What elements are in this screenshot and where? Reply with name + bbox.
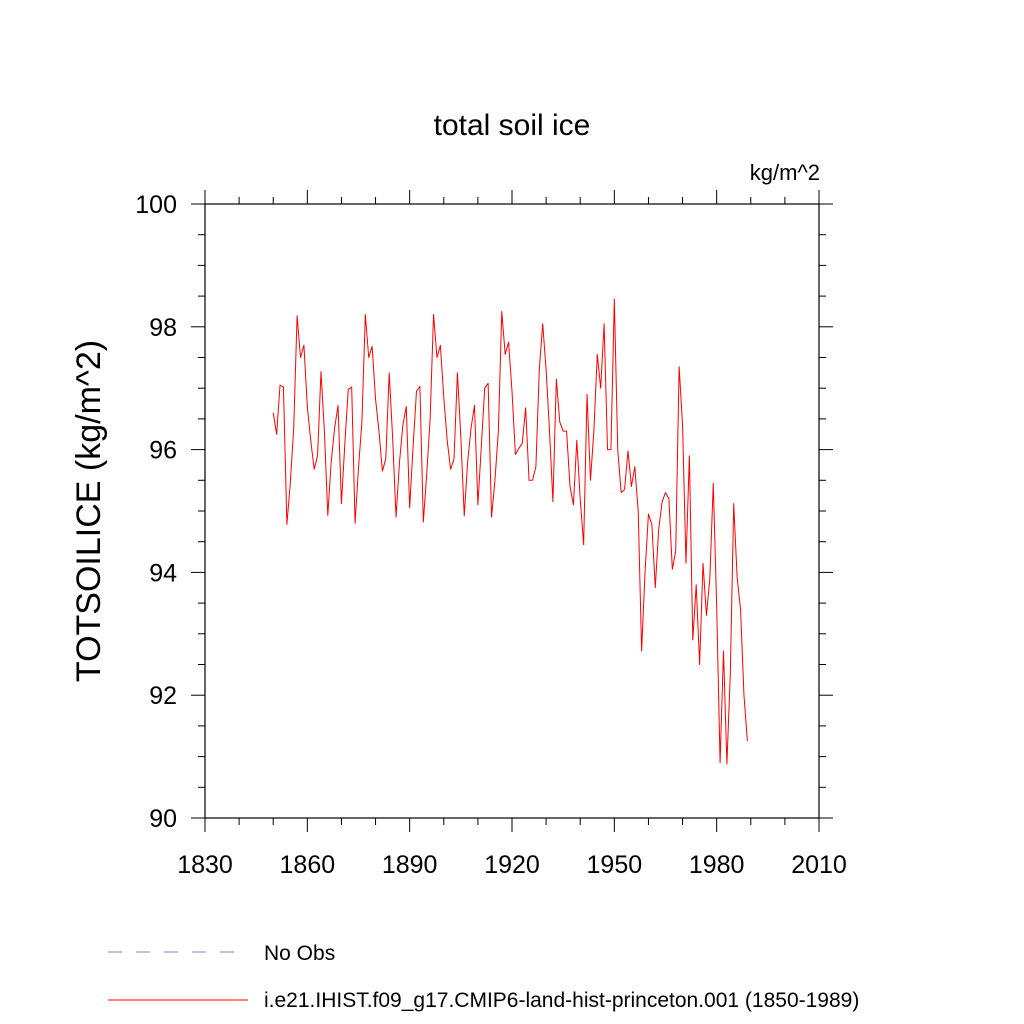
x-tick-label: 2010 bbox=[791, 851, 847, 879]
tick-labels: 1830 1860 1890 1920 1950 1980 2010 90 92 94 96 98 10… bbox=[135, 191, 847, 879]
x-tick-label: 1950 bbox=[587, 851, 643, 879]
legend: No Obs i.e21.IHIST.f09_g17.CMIP6-land-hi… bbox=[108, 942, 859, 1012]
x-tick-label: 1920 bbox=[484, 851, 540, 879]
chart-title: total soil ice bbox=[434, 109, 591, 142]
y-axis-label: TOTSOILICE (kg/m^2) bbox=[70, 340, 108, 682]
x-tick-label: 1980 bbox=[689, 851, 745, 879]
x-tick-label: 1860 bbox=[280, 851, 336, 879]
legend-series-label: i.e21.IHIST.f09_g17.CMIP6-land-hist-prin… bbox=[264, 989, 859, 1012]
series-layer bbox=[272, 298, 748, 765]
y-tick-label: 92 bbox=[149, 682, 177, 710]
y-tick-label: 96 bbox=[149, 437, 177, 465]
legend-no-obs-label: No Obs bbox=[264, 942, 335, 965]
units-label: kg/m^2 bbox=[750, 160, 820, 185]
y-tick-label: 90 bbox=[149, 805, 177, 833]
y-tick-label: 94 bbox=[149, 559, 177, 587]
axis-ticks bbox=[191, 190, 833, 832]
series-line bbox=[272, 298, 748, 765]
plot-frame bbox=[204, 203, 820, 819]
y-tick-label: 98 bbox=[149, 314, 177, 342]
x-tick-label: 1890 bbox=[382, 851, 438, 879]
y-tick-label: 100 bbox=[135, 191, 177, 219]
x-tick-label: 1830 bbox=[177, 851, 233, 879]
